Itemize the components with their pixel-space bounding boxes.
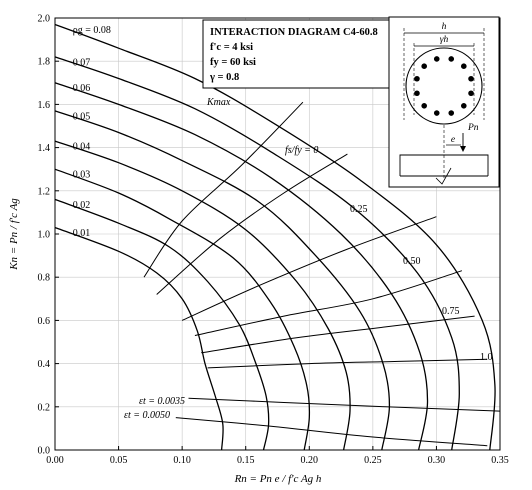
rho-curve-6	[54, 168, 311, 451]
rho-curve-label: 0.07	[73, 57, 91, 68]
inset-h-label: h	[442, 22, 447, 32]
rebar-dot	[414, 75, 420, 82]
x-tick-label: 0.05	[110, 455, 128, 466]
rho-curve-label: 0.01	[73, 228, 91, 239]
y-tick-label: 0.2	[38, 402, 51, 413]
rebar-dot	[433, 110, 440, 116]
x-tick-label: 0.35	[491, 455, 509, 466]
fs-fy-zero-label: fs/fy = 0	[285, 145, 318, 156]
rho-curve-label: 0.05	[73, 111, 91, 122]
y-axis-title: Kn = Pn / f'c Ag	[8, 198, 20, 271]
rho-curve-4	[54, 110, 391, 451]
rho-curve-2	[54, 56, 460, 451]
rho-curve-1	[54, 23, 496, 451]
rebar-dot	[448, 110, 455, 116]
y-tick-label: 1.0	[38, 230, 51, 241]
strain-line-3	[181, 216, 437, 321]
rho-curve-layer	[54, 23, 496, 451]
x-tick-label: 0.15	[237, 455, 255, 466]
y-tick-labels: 0.0 0.2 0.4 0.6 0.8 1.0 1.2 1.4 1.6 1.8 2.0	[38, 14, 59, 457]
rho-curve-label: 0.04	[73, 142, 91, 153]
rho-curve-label: 0.06	[73, 83, 91, 94]
rebar-dot	[433, 56, 440, 62]
strain-line-layer	[143, 101, 501, 447]
inset-gamma-h-label: γh	[440, 35, 449, 45]
chart-title: INTERACTION DIAGRAM C4-60.8	[210, 27, 378, 38]
strain-line-7	[188, 397, 501, 412]
rebar-dot	[468, 75, 474, 82]
x-axis-title: Rn = Pn e / f'c Ag h	[234, 473, 322, 485]
rho-curve-5	[54, 140, 351, 451]
y-tick-label: 1.8	[38, 57, 51, 68]
kmax-label: Kmax	[206, 97, 231, 108]
rebar-dot	[460, 102, 467, 109]
rebar-dot	[421, 102, 428, 109]
x-tick-label: 0.20	[301, 455, 319, 466]
x-tick-label: 0.10	[173, 455, 191, 466]
y-tick-label: 1.6	[38, 100, 51, 111]
strain-line-5	[201, 315, 475, 354]
rho-curve-7	[54, 198, 270, 451]
y-tick-label: 0.0	[38, 446, 51, 457]
x-tick-label: 0.30	[428, 455, 446, 466]
strain-line-2	[156, 153, 348, 295]
strain-0050-label: εt = 0.0050	[124, 410, 170, 421]
fs-fy-100-label: 1.0	[480, 352, 493, 363]
inset-e-label: e	[451, 135, 455, 145]
rebar-dot	[460, 63, 467, 70]
rho-curve-labels: ρg = 0.08 0.07 0.06 0.05 0.04 0.03 0.02 0.01	[73, 25, 111, 239]
y-tick-label: 0.8	[38, 273, 51, 284]
rebar-dot	[414, 90, 420, 97]
rebar-dot	[468, 90, 474, 97]
strain-line-6	[207, 358, 488, 369]
fs-fy-025-label: 0.25	[350, 204, 368, 215]
strain-line-8	[175, 417, 488, 447]
y-tick-label: 0.6	[38, 316, 51, 327]
rho-curve-label: ρg = 0.08	[73, 25, 111, 36]
inset-pn-label: Pn	[467, 123, 479, 133]
y-tick-label: 2.0	[38, 14, 51, 25]
strain-0035-label: εt = 0.0035	[139, 396, 185, 407]
rho-curve-3	[54, 82, 429, 451]
rebar-dot	[421, 63, 428, 70]
strain-line-4	[194, 270, 463, 336]
y-tick-label: 0.4	[38, 359, 51, 370]
rebar-dot	[448, 56, 455, 62]
rho-curve-label: 0.02	[73, 200, 91, 211]
fs-fy-050-label: 0.50	[403, 256, 421, 267]
x-tick-labels: 0.00 0.05 0.10 0.15 0.20 0.25 0.30 0.35	[46, 446, 509, 466]
x-tick-label: 0.25	[364, 455, 382, 466]
rho-curve-8	[54, 226, 224, 451]
param-fc: f'c = 4 ksi	[210, 42, 253, 53]
column-section-circle	[405, 47, 483, 125]
rebar-dots	[414, 56, 474, 116]
rho-curve-label: 0.03	[73, 170, 91, 181]
x-tick-label: 0.00	[46, 455, 64, 466]
section-inset: h γh Pn e	[388, 16, 500, 188]
param-gamma: γ = 0.8	[209, 72, 239, 83]
param-fy: fy = 60 ksi	[210, 57, 256, 68]
legend-box: INTERACTION DIAGRAM C4-60.8 f'c = 4 ksi …	[202, 19, 390, 89]
strain-line-1	[143, 101, 304, 278]
fs-fy-075-label: 0.75	[442, 306, 460, 317]
y-tick-label: 1.2	[38, 186, 51, 197]
y-tick-label: 1.4	[38, 143, 51, 154]
